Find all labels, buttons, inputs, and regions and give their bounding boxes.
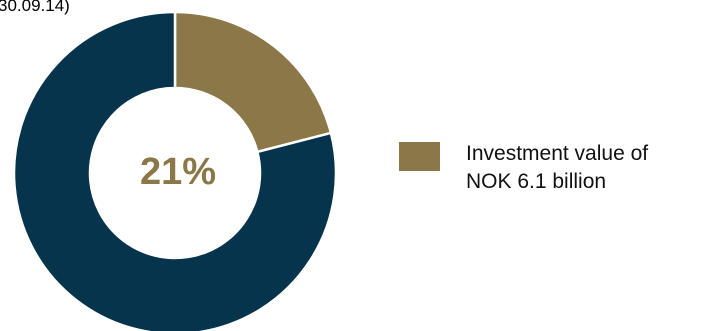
legend: Investment value of NOK 6.1 billion (399, 140, 648, 196)
donut-slices (12, 10, 338, 331)
center-percentage-label: 21% (140, 151, 216, 193)
donut-slice-0 (173, 10, 333, 154)
legend-label-investment: Investment value of NOK 6.1 billion (466, 142, 649, 193)
donut-slice-1 (12, 10, 338, 331)
legend-swatch-investment (399, 142, 440, 171)
top-note: 30.09.14) (0, 0, 70, 15)
